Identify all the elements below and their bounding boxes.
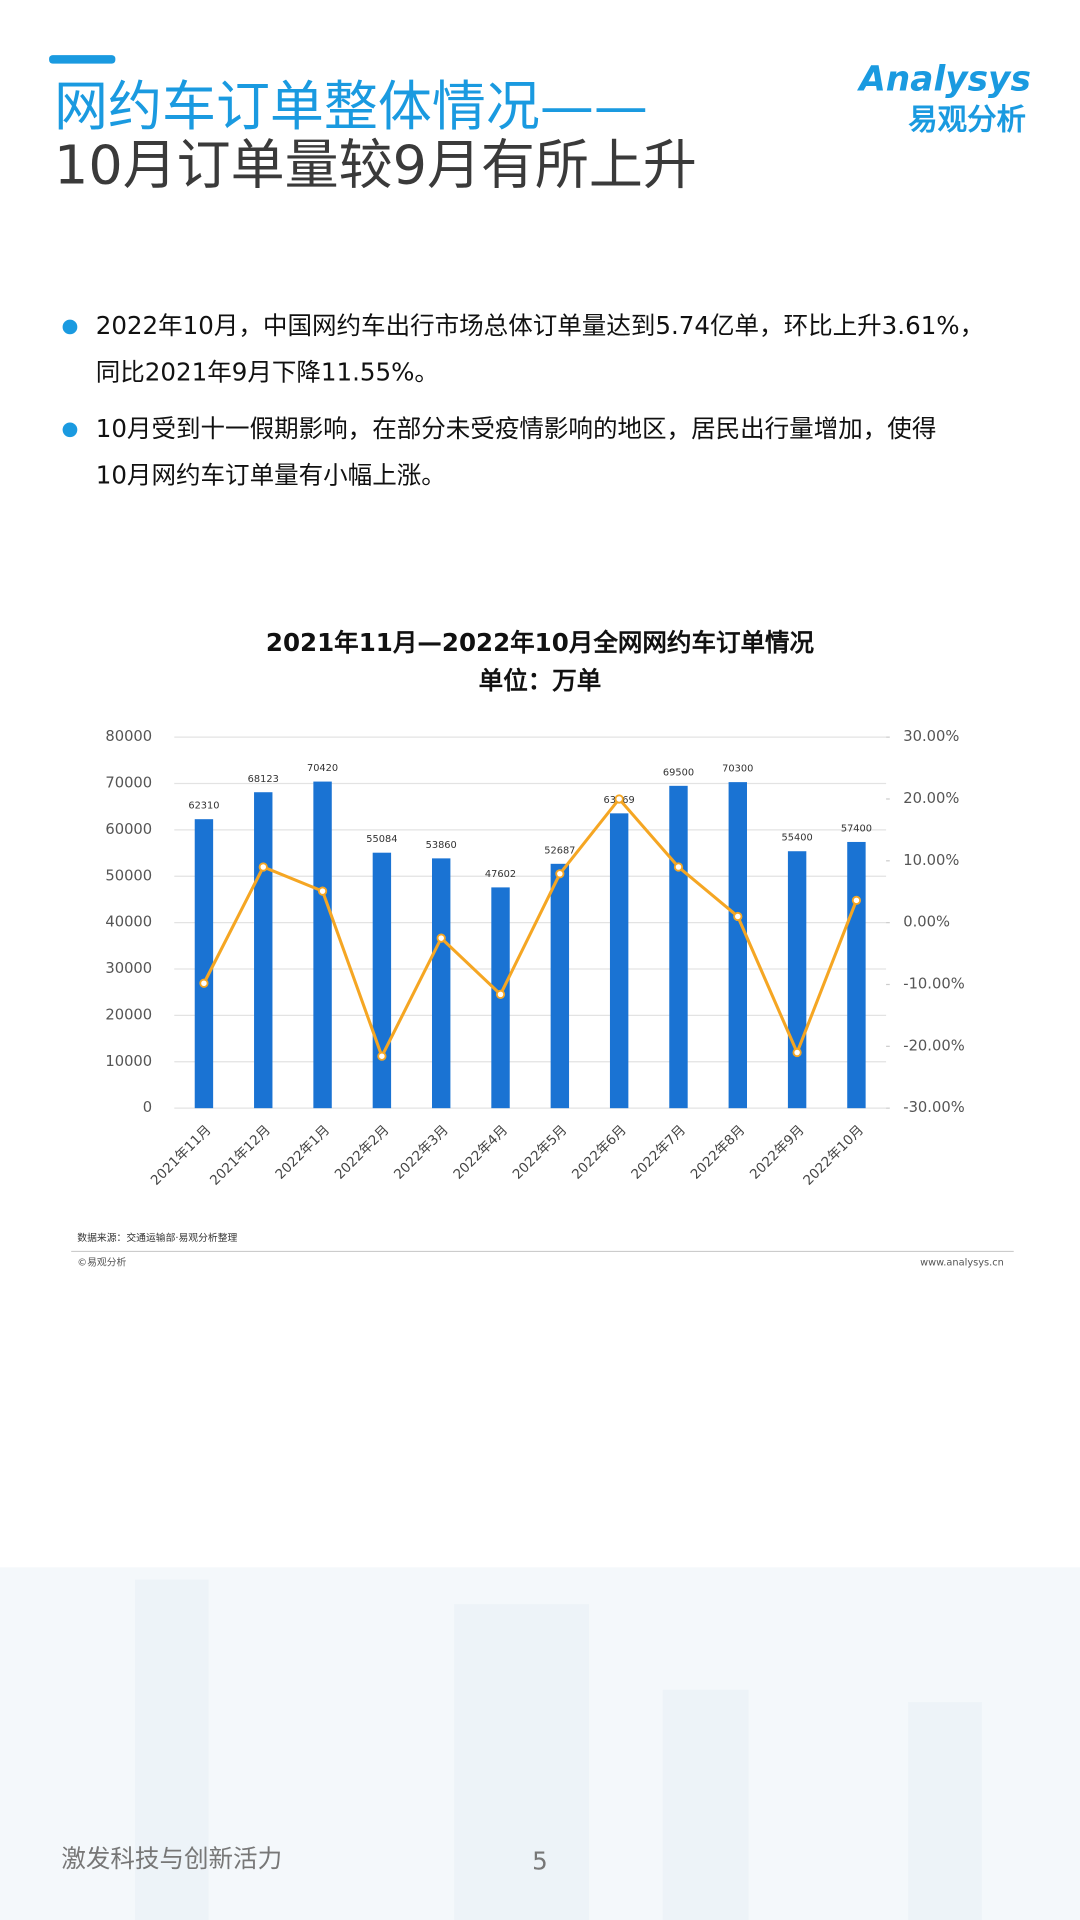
data-label: 68123	[248, 774, 279, 785]
data-label: 52687	[544, 845, 575, 856]
x-tick-label: 2022年4月	[450, 1122, 511, 1183]
copyright: ©易观分析	[77, 1255, 126, 1268]
bullet-text: 10月受到十一假期影响，在部分未受疫情影响的地区，居民出行量增加，使得	[96, 414, 937, 443]
bar	[432, 858, 451, 1109]
data-label: 57400	[841, 823, 872, 834]
y2-tick-label: 0.00%	[903, 914, 950, 931]
bullet-text: 10月网约车订单量有小幅上涨。	[96, 460, 446, 489]
line-point	[851, 895, 862, 905]
x-tick-label: 2022年8月	[688, 1122, 749, 1183]
data-label: 47602	[485, 869, 516, 880]
line-point	[733, 911, 743, 922]
line-point	[673, 862, 684, 872]
page-number: 5	[532, 1846, 548, 1875]
line-point	[555, 869, 565, 879]
bar	[847, 841, 866, 1109]
line-point	[258, 862, 268, 872]
logo-brand: Analysys	[856, 59, 1031, 99]
y-tick-label: 30000	[105, 960, 152, 977]
bullet-dot	[62, 422, 78, 438]
y-tick-label: 60000	[105, 821, 152, 838]
x-tick-label: 2022年5月	[510, 1122, 571, 1183]
line-point	[614, 794, 624, 804]
y-tick-label: 50000	[105, 867, 152, 884]
data-label: 55084	[366, 834, 397, 845]
line-point	[792, 1047, 802, 1058]
data-label: 69500	[663, 767, 694, 778]
data-label: 70420	[307, 763, 338, 774]
data-label: 70300	[722, 764, 753, 775]
title-line1: 网约车订单整体情况——	[54, 75, 648, 138]
x-tick-label: 2021年11月	[148, 1122, 215, 1189]
x-tick-label: 2022年2月	[332, 1122, 393, 1183]
y-tick-label: 0	[143, 1099, 152, 1116]
x-tick-label: 2022年3月	[391, 1122, 452, 1183]
source-url: www.analysys.cn	[920, 1257, 1004, 1268]
y2-tick-label: -20.00%	[903, 1037, 964, 1054]
line-point	[436, 933, 446, 943]
x-tick-label: 2022年10月	[800, 1122, 867, 1189]
bullet-text: 同比2021年9月下降11.55%。	[96, 357, 439, 386]
chart-subtitle: 单位：万单	[479, 666, 602, 695]
bar	[313, 781, 332, 1109]
bar	[372, 852, 392, 1109]
bar	[669, 785, 688, 1109]
data-label: 62310	[188, 801, 219, 812]
x-tick-label: 2022年7月	[628, 1122, 689, 1183]
line-point	[377, 1051, 387, 1061]
source-note: 数据来源：交通运输部·易观分析整理	[77, 1231, 237, 1244]
data-label: 53860	[426, 840, 457, 851]
y2-tick-label: -30.00%	[903, 1099, 964, 1116]
y2-tick-label: -10.00%	[903, 976, 964, 993]
bullet-dot	[62, 319, 78, 335]
footer-slogan: 激发科技与创新活力	[61, 1844, 282, 1873]
line-point	[317, 886, 328, 896]
bullet-text: 2022年10月，中国网约车出行市场总体订单量达到5.74亿单，环比上升3.61…	[96, 311, 984, 340]
x-tick-label: 2022年1月	[272, 1122, 333, 1183]
y2-tick-label: 30.00%	[903, 728, 959, 745]
y-tick-label: 70000	[105, 775, 152, 792]
building	[908, 1702, 982, 1920]
line-point	[495, 989, 506, 999]
chart-title: 2021年11月—2022年10月全网网约车订单情况	[266, 628, 815, 657]
chart: 0 10000 20000 30000 40000 50000 60000 70000 8000…	[105, 728, 964, 1189]
y-tick-label: 20000	[105, 1006, 152, 1023]
accent-bar	[49, 55, 116, 64]
line-point	[199, 978, 209, 988]
bar	[550, 863, 570, 1109]
building	[135, 1579, 209, 1920]
x-tick-label: 2022年6月	[569, 1122, 630, 1183]
bar	[609, 813, 629, 1109]
bar	[194, 819, 214, 1109]
logo-name: 易观分析	[908, 103, 1026, 137]
y2-tick-label: 20.00%	[903, 790, 959, 807]
bar	[254, 792, 273, 1109]
building	[454, 1604, 590, 1920]
bar	[728, 782, 747, 1109]
line	[202, 796, 858, 1061]
y-tick-label: 40000	[105, 914, 152, 931]
y-tick-label: 10000	[105, 1053, 152, 1070]
x-tick-label: 2022年9月	[747, 1122, 808, 1183]
title-line2: 10月订单量较9月有所上升	[54, 134, 697, 197]
bar	[787, 851, 807, 1109]
data-label: 55400	[782, 833, 813, 844]
building	[662, 1689, 749, 1920]
y-tick-label: 80000	[105, 728, 152, 745]
y2-tick-label: 10.00%	[903, 852, 959, 869]
x-tick-label: 2021年12月	[207, 1122, 274, 1189]
